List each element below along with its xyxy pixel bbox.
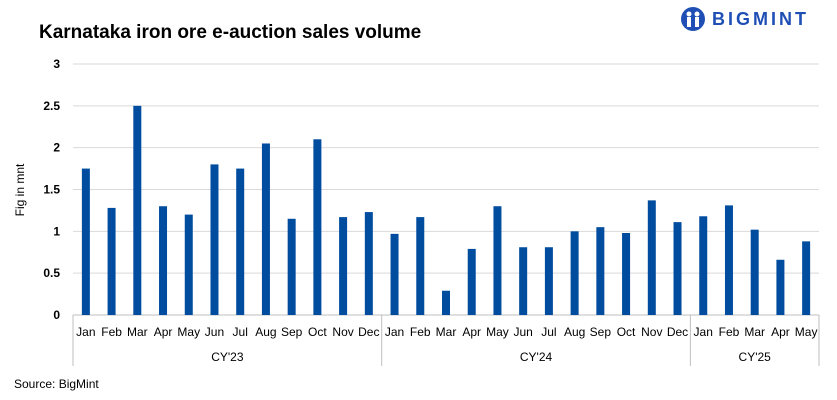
- x-tick-label: Oct: [308, 325, 327, 339]
- bar: [776, 259, 785, 315]
- bar: [544, 247, 553, 315]
- bar: [159, 206, 168, 315]
- x-tick-label: Nov: [332, 325, 353, 339]
- bar: [622, 233, 631, 315]
- y-tick-label: 2.5: [43, 99, 60, 113]
- y-tick-label: 1.5: [43, 183, 60, 197]
- x-tick-label: Mar: [744, 325, 765, 339]
- bar: [802, 241, 811, 315]
- bar: [81, 168, 90, 315]
- bar: [210, 164, 219, 315]
- bar: [493, 206, 502, 315]
- bar: [133, 105, 142, 315]
- bar: [442, 290, 450, 315]
- x-tick-label: May: [486, 325, 509, 339]
- bar: [313, 139, 322, 315]
- bar: [107, 207, 116, 315]
- group-label: CY'24: [520, 350, 553, 364]
- x-tick-label: May: [177, 325, 200, 339]
- y-tick-label: 3: [53, 57, 60, 71]
- bar: [390, 233, 399, 315]
- x-tick-label: Aug: [564, 325, 585, 339]
- bar: [750, 229, 759, 315]
- x-tick-label: Oct: [617, 325, 636, 339]
- y-tick-label: 1: [53, 224, 60, 238]
- bar: [596, 227, 605, 315]
- group-label: CY'25: [739, 350, 772, 364]
- chart-title: Karnataka iron ore e-auction sales volum…: [39, 22, 422, 43]
- source-note: Source: BigMint: [14, 377, 99, 391]
- x-tick-label: Jan: [76, 325, 95, 339]
- x-tick-label: Apr: [462, 325, 481, 339]
- bar: [339, 217, 348, 315]
- y-tick-label: 0: [53, 308, 60, 322]
- bar: [416, 217, 425, 315]
- x-tick-label: Nov: [641, 325, 662, 339]
- bar: [364, 212, 373, 315]
- x-tick-label: Dec: [358, 325, 379, 339]
- x-tick-label: Sep: [281, 325, 303, 339]
- bar: [287, 218, 296, 315]
- bar: [184, 214, 193, 315]
- x-tick-label: Mar: [127, 325, 148, 339]
- y-axis-label: Fig in mnt: [13, 163, 27, 216]
- x-tick-label: Jul: [541, 325, 556, 339]
- x-tick-label: Apr: [154, 325, 173, 339]
- bar: [570, 231, 579, 315]
- x-tick-label: Jan: [694, 325, 713, 339]
- bar: [673, 222, 682, 315]
- x-tick-label: Sep: [590, 325, 612, 339]
- x-tick-label: Mar: [436, 325, 457, 339]
- x-tick-label: Jan: [385, 325, 404, 339]
- x-tick-label: Feb: [719, 325, 740, 339]
- x-tick-label: Aug: [255, 325, 276, 339]
- logo-text: BIGMINT: [712, 8, 809, 29]
- y-tick-label: 0.5: [43, 266, 60, 280]
- x-tick-label: Jun: [513, 325, 532, 339]
- bar: [261, 143, 270, 315]
- x-tick-label: Apr: [771, 325, 790, 339]
- y-tick-label: 2: [53, 141, 60, 155]
- logo-icon: [681, 7, 705, 31]
- bigmint-logo: BIGMINT: [680, 6, 809, 32]
- bar: [724, 205, 733, 315]
- x-tick-label: Jul: [233, 325, 248, 339]
- x-tick-label: Dec: [667, 325, 688, 339]
- bar: [236, 168, 245, 315]
- group-label: CY'23: [211, 350, 244, 364]
- x-tick-label: May: [795, 325, 818, 339]
- bar: [519, 247, 528, 315]
- x-tick-label: Jun: [205, 325, 224, 339]
- x-tick-label: Feb: [410, 325, 431, 339]
- bar: [647, 200, 656, 315]
- bar: [699, 216, 708, 315]
- x-tick-label: Feb: [101, 325, 122, 339]
- bar: [467, 248, 476, 315]
